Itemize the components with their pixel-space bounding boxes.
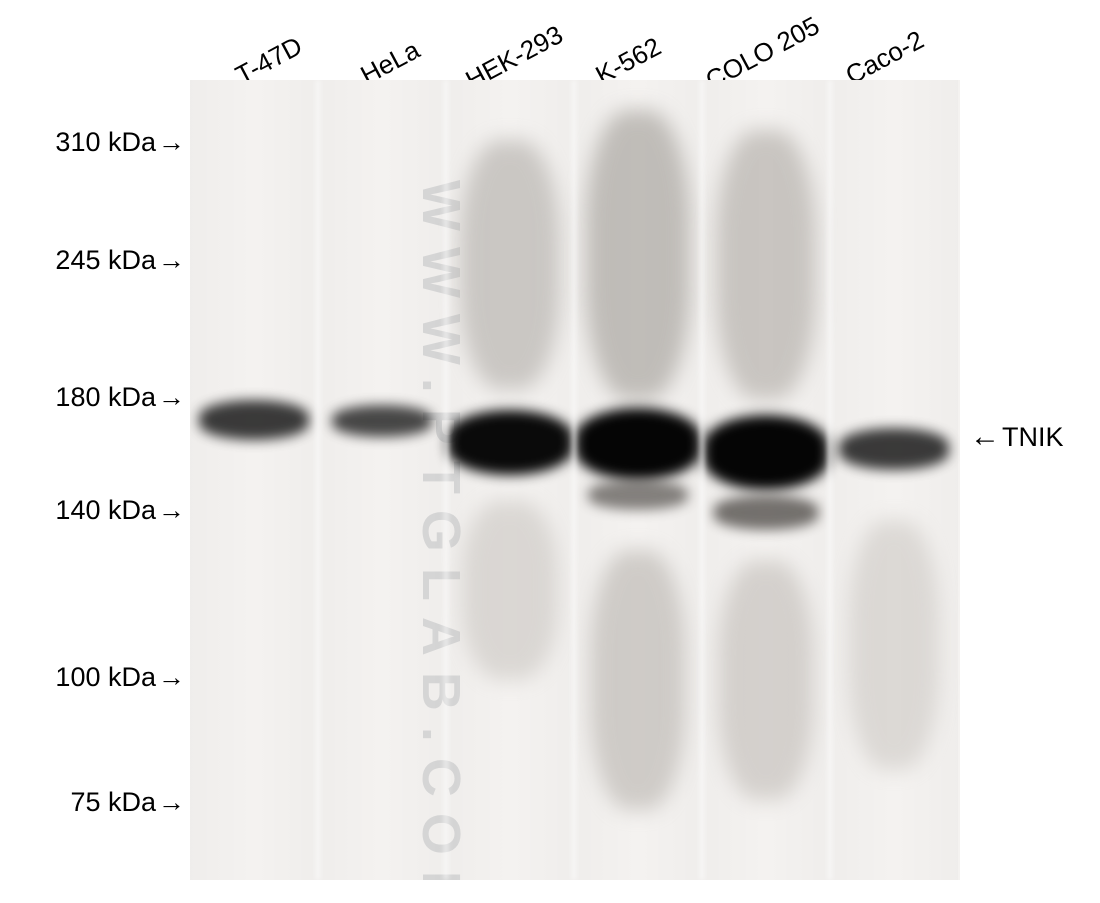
blot-band [714, 495, 819, 530]
blot-band [199, 400, 309, 440]
blot-band [576, 408, 701, 480]
lane [190, 80, 318, 880]
mw-value: 310 kDa [55, 127, 156, 157]
arrow-right-icon: → [158, 662, 185, 693]
blot-band [332, 405, 432, 437]
blot-band [448, 410, 573, 475]
lane [574, 80, 702, 880]
blot-band [839, 428, 949, 470]
mw-value: 180 kDa [55, 382, 156, 412]
target-name: TNIK [1002, 422, 1064, 453]
lane-smear [716, 130, 816, 400]
lane [446, 80, 574, 880]
arrow-right-icon: → [158, 245, 185, 276]
arrow-right-icon: → [158, 382, 185, 413]
lane [702, 80, 830, 880]
blot-band [588, 480, 688, 510]
lane [318, 80, 446, 880]
arrow-left-icon: ← [970, 420, 1000, 454]
lane [830, 80, 958, 880]
figure-container: T-47D HeLa HEK-293 K-562 COLO 205 Caco-2… [0, 0, 1100, 903]
blot-band [704, 415, 829, 490]
arrow-right-icon: → [158, 787, 185, 818]
target-protein-label: ←TNIK [970, 420, 1064, 454]
mw-marker: 310 kDa→ [40, 127, 185, 158]
mw-value: 245 kDa [55, 245, 156, 275]
mw-value: 100 kDa [55, 662, 156, 692]
mw-marker: 140 kDa→ [40, 495, 185, 526]
arrow-right-icon: → [158, 495, 185, 526]
mw-value: 140 kDa [55, 495, 156, 525]
blot-membrane: WWW.PTGLAB.COM [190, 80, 960, 880]
lane-smear [849, 520, 939, 770]
mw-value: 75 kDa [70, 787, 156, 817]
lane-smear [591, 550, 686, 810]
mw-marker: 180 kDa→ [40, 382, 185, 413]
lane-smear [460, 140, 560, 390]
lane-smear [463, 500, 558, 680]
lane-smear [719, 560, 814, 800]
mw-marker: 100 kDa→ [40, 662, 185, 693]
arrow-right-icon: → [158, 127, 185, 158]
mw-marker: 245 kDa→ [40, 245, 185, 276]
mw-marker: 75 kDa→ [55, 787, 185, 818]
lane-smear [586, 110, 691, 400]
